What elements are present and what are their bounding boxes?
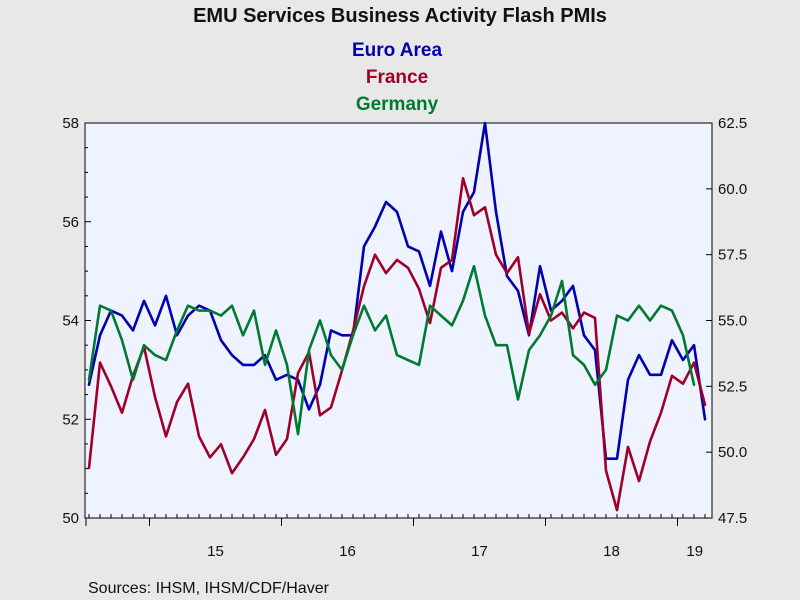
right-tick-label: 60.0	[718, 181, 747, 198]
right-tick-label: 50.0	[718, 444, 747, 461]
legend-euro-area: Euro Area	[352, 40, 443, 61]
year-label: 19	[686, 543, 703, 560]
left-tick-label: 52	[62, 411, 79, 428]
right-tick-label: 47.5	[718, 510, 747, 527]
year-label: 15	[207, 543, 224, 560]
series-line-france	[87, 177, 707, 512]
left-tick-label: 58	[62, 115, 79, 132]
right-tick-label: 52.5	[718, 378, 747, 395]
chart-title: EMU Services Business Activity Flash PMI…	[193, 5, 607, 27]
year-label: 16	[339, 543, 356, 560]
series-line-germany	[87, 264, 696, 436]
legend-france: France	[366, 67, 428, 88]
year-label: 17	[471, 543, 488, 560]
right-tick-label: 62.5	[718, 115, 747, 132]
legend-germany: Germany	[356, 94, 439, 115]
axes-group: 50 52 54 56 58 47.5 50.0 52.5 55.0 57.5 60.0 62.5 15…	[62, 115, 747, 560]
series-group	[87, 121, 707, 512]
plot-area	[84, 122, 713, 519]
source-note: Sources: IHSM, IHSM/CDF/Haver	[88, 580, 330, 597]
left-tick-label: 54	[62, 313, 79, 330]
left-tick-label: 50	[62, 510, 79, 527]
year-label: 18	[603, 543, 620, 560]
right-tick-label: 55.0	[718, 313, 747, 330]
left-tick-label: 56	[62, 214, 79, 231]
right-tick-label: 57.5	[718, 247, 747, 264]
